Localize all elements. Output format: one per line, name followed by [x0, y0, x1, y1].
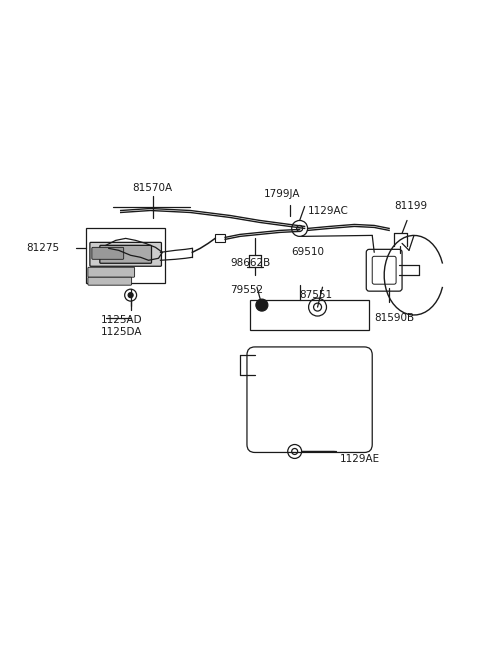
FancyBboxPatch shape: [88, 267, 134, 277]
Text: 1799JA: 1799JA: [264, 189, 300, 198]
Bar: [250, 300, 369, 330]
FancyBboxPatch shape: [90, 242, 161, 266]
Text: 79552: 79552: [230, 285, 263, 295]
Bar: [86, 229, 166, 283]
Text: 81570A: 81570A: [132, 183, 173, 193]
Text: 87551: 87551: [300, 290, 333, 300]
FancyBboxPatch shape: [92, 247, 124, 260]
Text: 1125DA: 1125DA: [101, 327, 142, 337]
Circle shape: [256, 299, 268, 311]
Text: 98662B: 98662B: [230, 258, 270, 268]
Text: 1129AC: 1129AC: [308, 206, 348, 215]
Text: 81199: 81199: [395, 200, 428, 210]
FancyBboxPatch shape: [88, 277, 132, 285]
FancyBboxPatch shape: [100, 245, 152, 263]
Text: 81275: 81275: [26, 243, 59, 254]
Text: 1125AD: 1125AD: [101, 315, 143, 325]
Circle shape: [128, 292, 133, 298]
Text: 69510: 69510: [292, 247, 324, 258]
Bar: [215, 235, 225, 242]
Text: 1129AE: 1129AE: [339, 455, 380, 464]
Text: 81590B: 81590B: [374, 313, 414, 323]
